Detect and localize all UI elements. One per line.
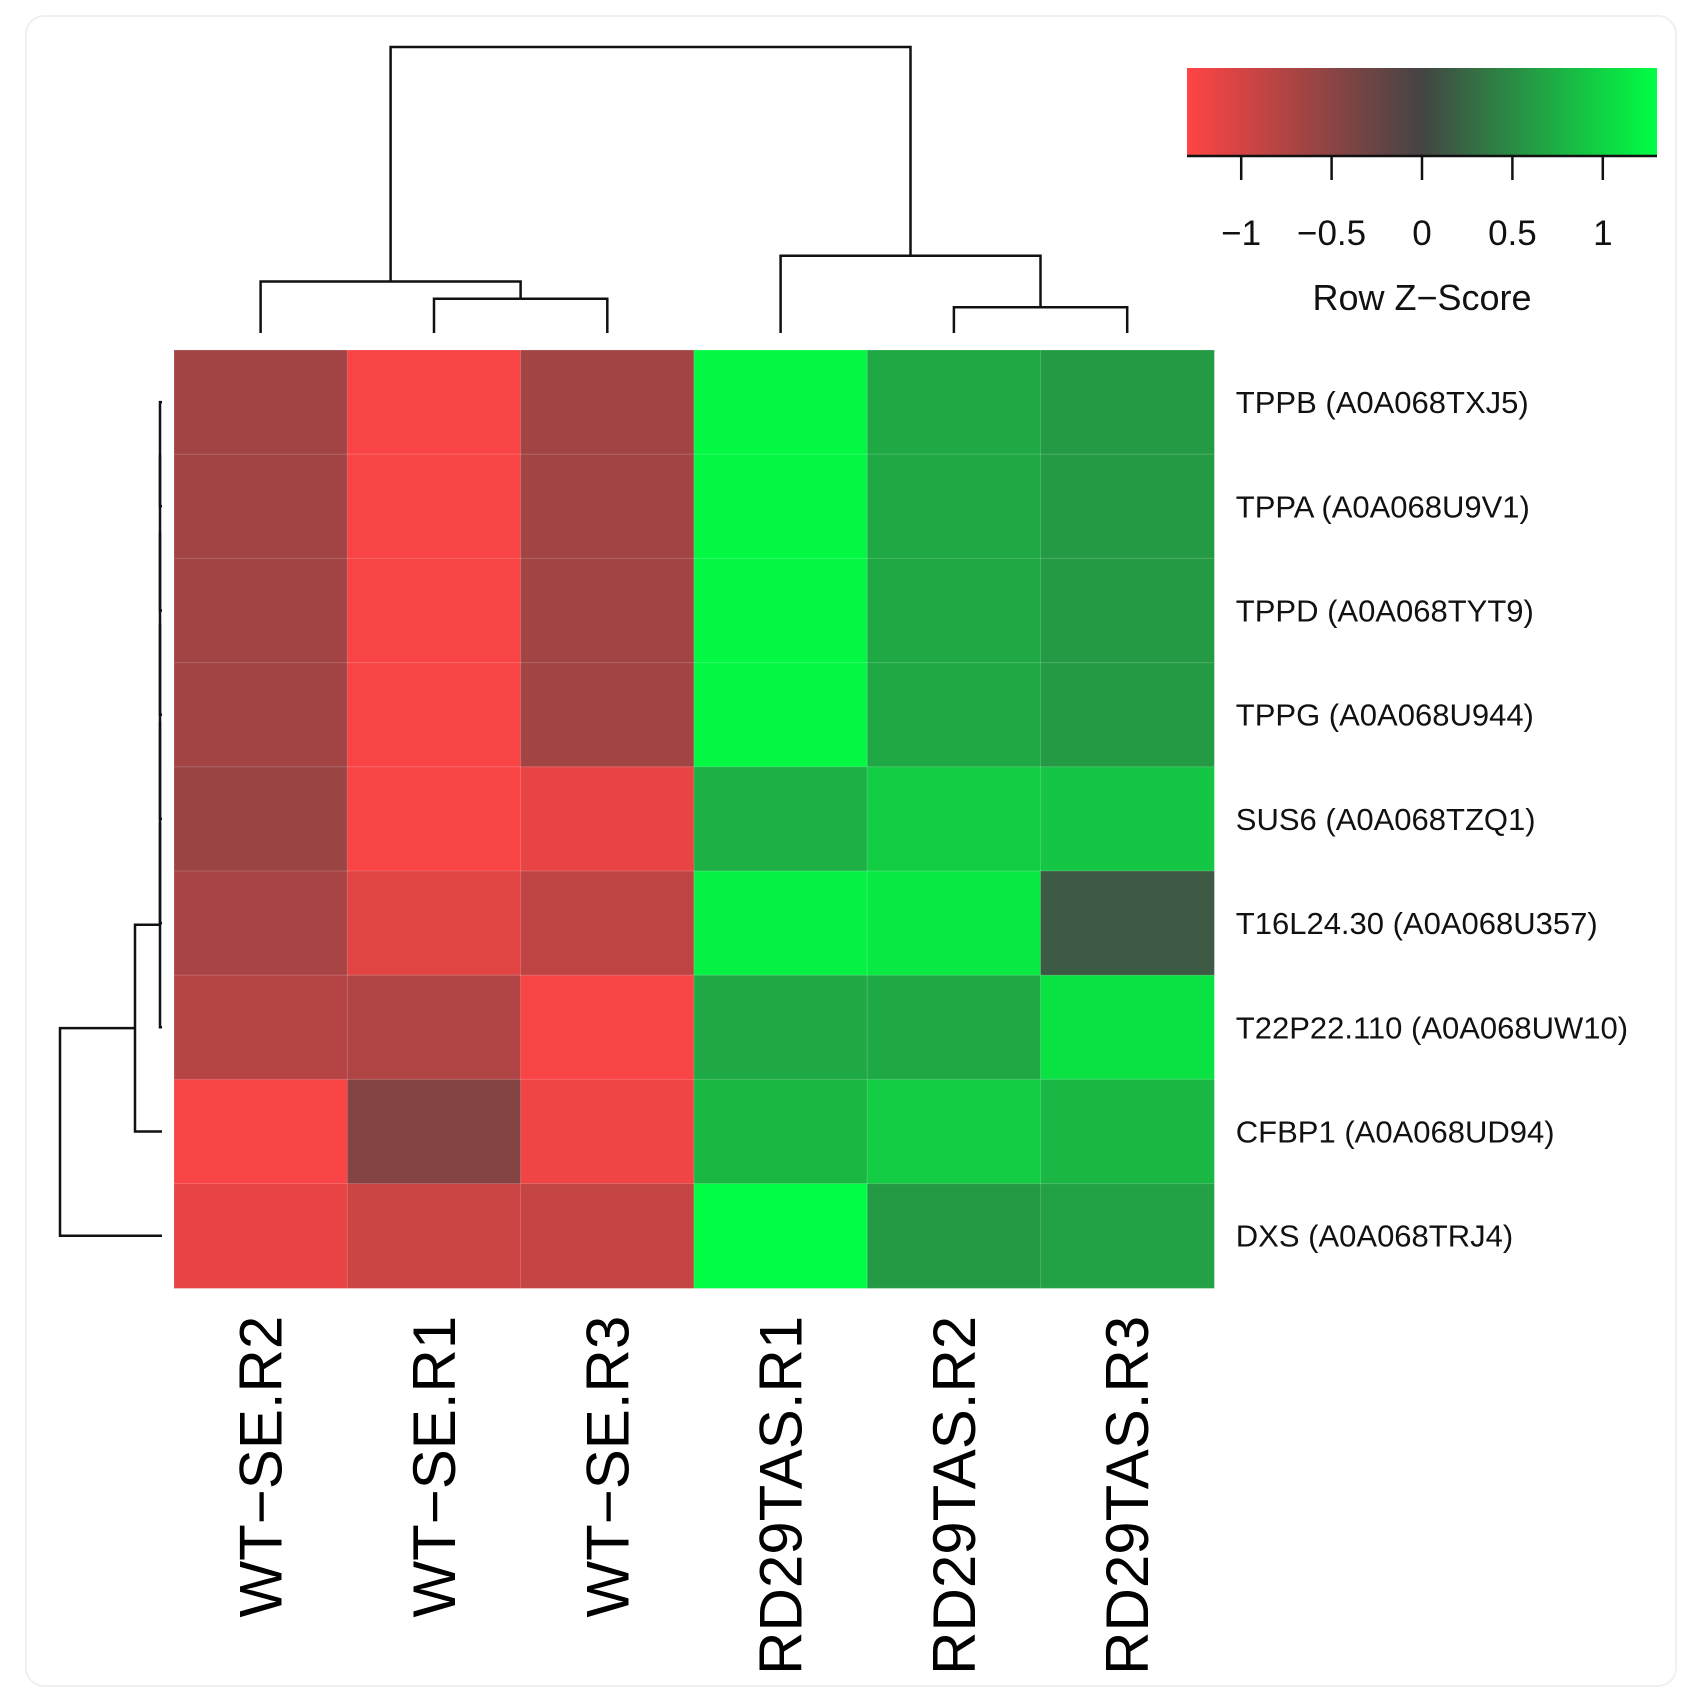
column-dendrogram [259, 45, 1129, 333]
heatmap-cell [520, 453, 695, 560]
color-key: −1 −0.5 0 0.5 1 Row Z−Score [1187, 68, 1657, 318]
color-key-tick-label: 0.5 [1488, 214, 1537, 253]
row-label: TPPD (A0A068TYT9) [1236, 594, 1534, 629]
heatmap-cell [866, 870, 1042, 977]
heatmap-cell [173, 349, 349, 456]
heatmap-cell [173, 1078, 349, 1185]
heatmap-cell [866, 1183, 1042, 1289]
heatmap-cell [1040, 453, 1215, 560]
heatmap-cell [866, 557, 1042, 664]
heatmap-cell [520, 557, 695, 664]
heatmap-cell [173, 974, 349, 1081]
row-labels: TPPB (A0A068TXJ5) TPPA (A0A068U9V1) TPPD (… [1236, 385, 1628, 1254]
heatmap-cell [693, 662, 869, 768]
heatmap-cell [520, 1183, 695, 1289]
color-key-gradient [1187, 68, 1657, 156]
dendrogram-branch [58, 1026, 162, 1237]
heatmap-cell [1040, 1078, 1215, 1185]
heatmap-cell [346, 870, 522, 977]
heatmap-cell [693, 453, 869, 560]
heatmap-cell [173, 557, 349, 664]
heatmap-cell [866, 1078, 1042, 1185]
row-label: T22P22.110 (A0A068UW10) [1236, 1010, 1628, 1045]
heatmap-cell [693, 349, 869, 456]
color-key-ticks: −1 −0.5 0 0.5 1 [1221, 156, 1613, 253]
heatmap-cell [693, 870, 869, 977]
heatmap-cell [693, 766, 869, 873]
row-label: DXS (A0A068TRJ4) [1236, 1219, 1513, 1254]
column-label: RD29TAS.R1 [748, 1316, 815, 1675]
heatmap-cell [866, 349, 1042, 456]
heatmap-cell [866, 766, 1042, 873]
row-label: TPPA (A0A068U9V1) [1236, 489, 1530, 524]
heatmap-cell [346, 662, 522, 768]
heatmap-cell [1040, 662, 1215, 768]
heatmap-cell [346, 974, 522, 1081]
column-label: WT−SE.R2 [228, 1316, 295, 1618]
heatmap-cell [346, 453, 522, 560]
color-key-title: Row Z−Score [1312, 277, 1531, 318]
heatmap-cell [346, 766, 522, 873]
heatmap-cell [520, 349, 695, 456]
heatmap-cell [1040, 557, 1215, 664]
column-label: WT−SE.R3 [574, 1316, 641, 1618]
column-label: RD29TAS.R3 [1094, 1316, 1161, 1675]
row-label: T16L24.30 (A0A068U357) [1236, 906, 1598, 941]
row-label: TPPG (A0A068U944) [1236, 698, 1534, 733]
color-key-tick-label: −0.5 [1297, 214, 1366, 253]
heatmap-cell [173, 662, 349, 768]
heatmap-cell [173, 1183, 349, 1289]
column-labels: WT−SE.R2 WT−SE.R1 WT−SE.R3 RD29TAS.R1 RD29TA… [228, 1316, 1162, 1675]
heatmap-cell [693, 1183, 869, 1289]
heatmap-cell [346, 1183, 522, 1289]
heatmap-cell [346, 349, 522, 456]
heatmap-cell [173, 453, 349, 560]
row-label: TPPB (A0A068TXJ5) [1236, 385, 1529, 420]
heatmap-cell [520, 1078, 695, 1185]
heatmap-cell [520, 662, 695, 768]
heatmap-cell [1040, 766, 1215, 873]
heatmap-cell [1040, 349, 1215, 456]
heatmap-cell [866, 974, 1042, 1081]
heatmap-cell [520, 870, 695, 977]
heatmap-cell [693, 1078, 869, 1185]
heatmap-cell [520, 974, 695, 1081]
heatmap-cell [173, 870, 349, 977]
heatmap-cell [693, 557, 869, 664]
row-dendrogram [58, 400, 162, 1237]
heatmap-cell [346, 1078, 522, 1185]
heatmap-cells [173, 349, 1215, 1289]
heatmap-cell [1040, 870, 1215, 977]
column-label: WT−SE.R1 [401, 1316, 468, 1618]
row-label: SUS6 (A0A068TZQ1) [1236, 802, 1536, 837]
color-key-tick-label: 1 [1593, 214, 1612, 253]
column-label: RD29TAS.R2 [921, 1316, 988, 1675]
heatmap-cell [866, 662, 1042, 768]
heatmap-cell [866, 453, 1042, 560]
color-key-tick-label: 0 [1412, 214, 1431, 253]
dendrogram-branch [158, 822, 162, 1029]
heatmap-cell [520, 766, 695, 873]
color-key-tick-label: −1 [1221, 214, 1261, 253]
heatmap-cell [346, 557, 522, 664]
heatmap-cell [1040, 974, 1215, 1081]
dendrogram-branch [389, 45, 912, 282]
heatmap-cell [1040, 1183, 1215, 1289]
row-label: CFBP1 (A0A068UD94) [1236, 1115, 1555, 1150]
heatmap-cell [173, 766, 349, 873]
heatmap-cell [693, 974, 869, 1081]
